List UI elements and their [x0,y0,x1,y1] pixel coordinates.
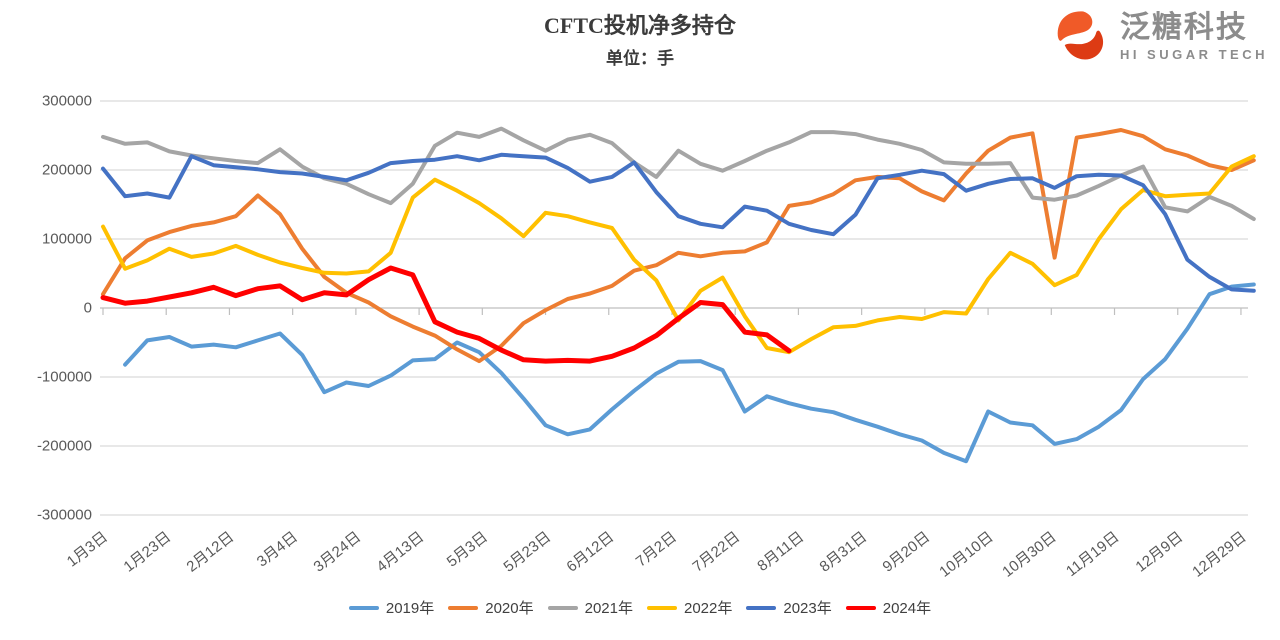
brand-name-en: HI SUGAR TECH [1119,47,1268,62]
y-axis-tick-label: 200000 [41,161,92,179]
series-line-2019年[interactable] [123,282,1256,464]
series-line-2023年[interactable] [101,152,1256,293]
legend-swatch [845,605,876,610]
legend-item-2021年[interactable]: 2021年 [547,597,633,618]
chart-legend: 2019年 2020年 2021年 2022年 2023年 2024年 [0,597,1280,618]
series-line-2020年[interactable] [101,128,1256,364]
legend-label: 2024年 [882,600,932,617]
legend-swatch [448,605,479,610]
brand-text: 泛糖科技 HI SUGAR TECH [1119,11,1268,62]
y-axis-tick-label: 100000 [41,230,92,248]
legend-label: 2020年 [485,600,534,617]
legend-item-2024年[interactable]: 2024年 [845,597,932,618]
legend-label: 2022年 [684,600,733,617]
legend-item-2022年[interactable]: 2022年 [647,597,732,618]
y-axis-tick-label: 300000 [41,92,92,110]
legend-label: 2019年 [385,600,435,617]
series-line-2021年[interactable] [101,126,1256,221]
legend-item-2023年[interactable]: 2023年 [746,597,832,618]
y-axis-tick-label: -300000 [36,506,92,524]
chart-subtitle: 单位：手 [606,49,674,68]
y-axis-tick-label: -200000 [36,437,92,455]
chart-title: CFTC投机净多持仓 [544,13,736,38]
series-line-2024年[interactable] [100,265,792,364]
legend-item-2020年[interactable]: 2020年 [448,597,534,618]
legend-swatch [348,605,379,610]
legend-item-2019年[interactable]: 2019年 [348,597,435,618]
legend-swatch [746,605,777,610]
legend-label: 2023年 [783,600,832,617]
legend-swatch [647,605,677,610]
brand-logo: 泛糖科技 HI SUGAR TECH [1052,8,1268,66]
legend-swatch [547,605,578,610]
swirl-s-icon [1057,11,1104,60]
y-axis-tick-label: -100000 [36,368,92,386]
legend-label: 2021年 [584,600,633,617]
brand-name-cn: 泛糖科技 [1119,11,1248,44]
y-axis-tick-label: 0 [83,299,92,317]
